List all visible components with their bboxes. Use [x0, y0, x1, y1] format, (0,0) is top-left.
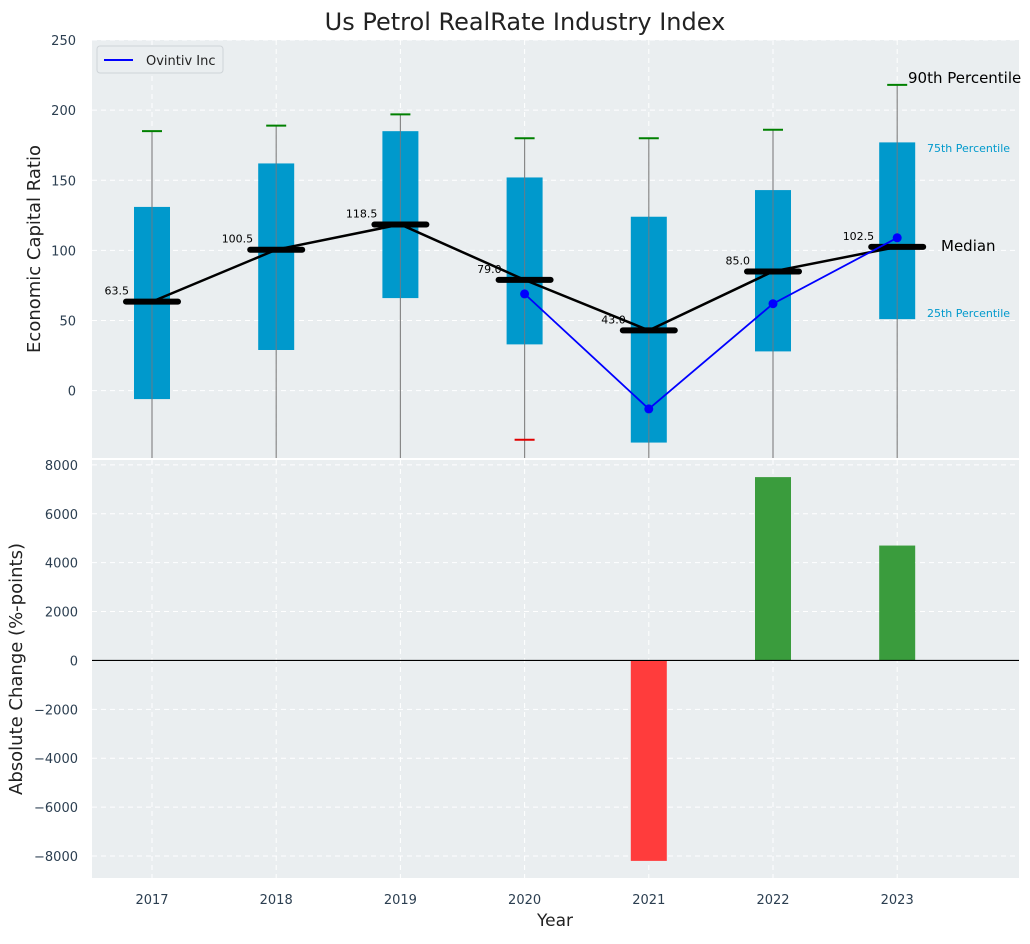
annotation-25th: 25th Percentile	[927, 307, 1010, 320]
x-tick-label: 2022	[756, 893, 789, 908]
median-value-label: 102.5	[843, 230, 875, 243]
top-y-tick-label: 100	[51, 244, 76, 259]
x-axis-label: Year	[536, 911, 573, 931]
x-tick-label: 2019	[384, 893, 417, 908]
bottom-y-tick-label: 2000	[45, 606, 78, 621]
chart-title: Us Petrol RealRate Industry Index	[325, 8, 726, 36]
top-y-tick-label: 150	[51, 174, 76, 189]
bottom-y-axis-label: Absolute Change (%-points)	[6, 543, 27, 795]
x-tick-label: 2018	[260, 893, 293, 908]
median-line-layer: 63.5 100.5 118.5 79.0 43.0 85.0 102.5	[105, 207, 927, 334]
annotation-75th: 75th Percentile	[927, 142, 1010, 155]
x-axis: 2017 2018 2019 2020 2021 2022 2023	[135, 893, 913, 908]
median-value-label: 63.5	[105, 285, 130, 298]
annotation-90th: 90th Percentile	[908, 69, 1021, 87]
x-tick-label: 2021	[632, 893, 665, 908]
series-point	[520, 289, 530, 299]
bottom-y-tick-label: 0	[70, 654, 78, 669]
median-value-label: 79.0	[477, 263, 502, 276]
top-y-tick-label: 250	[51, 34, 76, 49]
bottom-y-axis: −8000 −6000 −4000 −2000 0 2000 4000 6000 8000	[34, 459, 78, 865]
annotation-layer: 90th Percentile 75th Percentile Median 2…	[908, 69, 1021, 320]
bottom-y-tick-label: 8000	[45, 459, 78, 474]
change-bar	[630, 660, 667, 861]
legend-series-label: Ovintiv Inc	[146, 54, 216, 69]
bottom-plot-area	[92, 460, 1019, 878]
median-value-label: 118.5	[346, 207, 378, 220]
series-point	[768, 299, 778, 309]
change-bar	[879, 545, 916, 661]
median-value-label: 85.0	[726, 254, 751, 267]
series-line	[523, 236, 898, 411]
series-layer	[520, 233, 902, 414]
bottom-y-tick-label: −6000	[34, 801, 78, 816]
bottom-y-tick-label: −4000	[34, 752, 78, 767]
top-panel: 0 50 100 150 200 250 63.5 100.5 118.5 79.0 43.0 85…	[24, 34, 1021, 458]
series-point	[644, 404, 654, 414]
top-y-tick-label: 200	[51, 104, 76, 119]
top-y-axis: 0 50 100 150 200 250	[51, 34, 76, 400]
x-tick-label: 2020	[508, 893, 541, 908]
series-point	[892, 233, 902, 243]
median-value-label: 43.0	[601, 313, 626, 326]
bottom-y-tick-label: −2000	[34, 703, 78, 718]
bars	[630, 477, 916, 861]
x-tick-label: 2017	[135, 893, 168, 908]
annotation-median: Median	[941, 237, 996, 255]
top-y-tick-label: 50	[59, 315, 76, 330]
top-y-axis-label: Economic Capital Ratio	[24, 145, 45, 353]
bottom-y-tick-label: 4000	[45, 557, 78, 572]
median-value-label: 100.5	[222, 233, 254, 246]
bottom-y-tick-label: −8000	[34, 850, 78, 865]
change-bar	[755, 477, 791, 661]
bottom-panel: −8000 −6000 −4000 −2000 0 2000 4000 6000 8000 20…	[6, 459, 1019, 931]
top-y-tick-label: 0	[68, 385, 76, 400]
bottom-y-tick-label: 6000	[45, 508, 78, 523]
x-tick-label: 2023	[881, 893, 914, 908]
legend-box	[96, 45, 224, 74]
legend: Ovintiv Inc	[96, 45, 224, 74]
